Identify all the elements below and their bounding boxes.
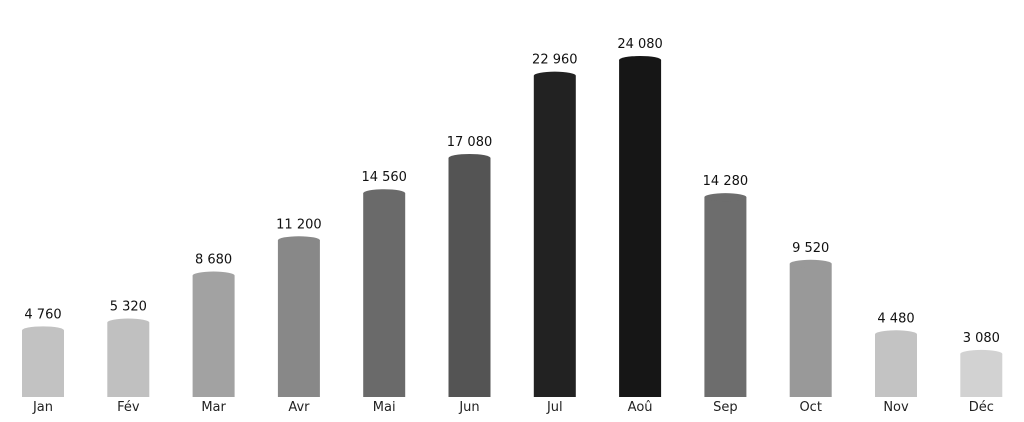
bar-fév: [107, 318, 150, 397]
category-label-mar: Mar: [201, 400, 226, 415]
value-label-avr: 11 200: [276, 217, 322, 232]
bar-cap: [960, 349, 1003, 358]
bar-body: [192, 275, 235, 397]
bar-jun: [448, 153, 491, 397]
bar-oct: [789, 259, 832, 397]
bar-cap: [363, 189, 406, 198]
category-label-déc: Déc: [969, 400, 994, 415]
bar-cap: [875, 330, 917, 339]
value-label-mar: 8 680: [195, 253, 232, 268]
bar-body: [22, 330, 64, 397]
category-label-nov: Nov: [883, 400, 909, 415]
bar-cap: [448, 153, 491, 162]
value-label-jul: 22 960: [532, 53, 578, 68]
value-label-déc: 3 080: [963, 331, 1000, 346]
category-labels-group: Jan Fév Mar Avr Mai Jun Jul Aoû Sep Oct Nov Déc: [32, 400, 994, 415]
bar-body: [448, 157, 491, 397]
category-label-jul: Jul: [546, 400, 563, 415]
category-label-avr: Avr: [288, 400, 310, 415]
bar-body: [533, 75, 576, 398]
value-label-sep: 14 280: [703, 174, 749, 189]
value-label-jun: 17 080: [447, 135, 493, 150]
value-label-aoû: 24 080: [617, 37, 663, 52]
value-label-nov: 4 480: [877, 311, 914, 326]
bar-body: [789, 263, 832, 397]
bars-group: [22, 56, 1003, 398]
bar-sep: [704, 193, 747, 397]
value-label-jan: 4 760: [24, 307, 61, 322]
bar-déc: [960, 349, 1003, 397]
bar-body: [277, 240, 320, 397]
bar-cap: [107, 318, 150, 327]
bar-body: [875, 334, 917, 397]
bar-jul: [533, 71, 576, 398]
category-label-mai: Mai: [373, 400, 396, 415]
bar-mai: [363, 189, 406, 397]
category-label-jan: Jan: [32, 400, 53, 415]
bar-nov: [875, 330, 917, 397]
category-label-fév: Fév: [117, 400, 140, 415]
bar-body: [363, 193, 406, 397]
category-label-aoû: Aoû: [628, 400, 653, 415]
bar-cap: [277, 236, 320, 245]
bar-body: [960, 353, 1003, 397]
category-label-jun: Jun: [458, 400, 479, 415]
bar-cap: [704, 193, 747, 202]
value-label-oct: 9 520: [792, 241, 829, 256]
bar-cap: [619, 56, 662, 64]
category-label-oct: Oct: [799, 400, 821, 415]
bar-mar: [192, 271, 235, 397]
bar-cap: [22, 326, 64, 335]
bar-aoû: [619, 56, 662, 397]
bar-avr: [277, 236, 320, 397]
bar-cap: [192, 271, 235, 280]
bar-body: [619, 60, 662, 397]
value-labels-group: 4 760 5 320 8 680 11 200 14 560 17 080 22 960 2…: [24, 37, 1000, 346]
bar-cap: [533, 71, 576, 80]
bar-cap: [789, 259, 832, 268]
value-label-mai: 14 560: [361, 170, 407, 185]
bar-body: [107, 322, 150, 397]
bar-jan: [22, 326, 64, 397]
category-label-sep: Sep: [713, 400, 738, 415]
value-label-fév: 5 320: [110, 300, 147, 315]
bar-body: [704, 197, 747, 397]
